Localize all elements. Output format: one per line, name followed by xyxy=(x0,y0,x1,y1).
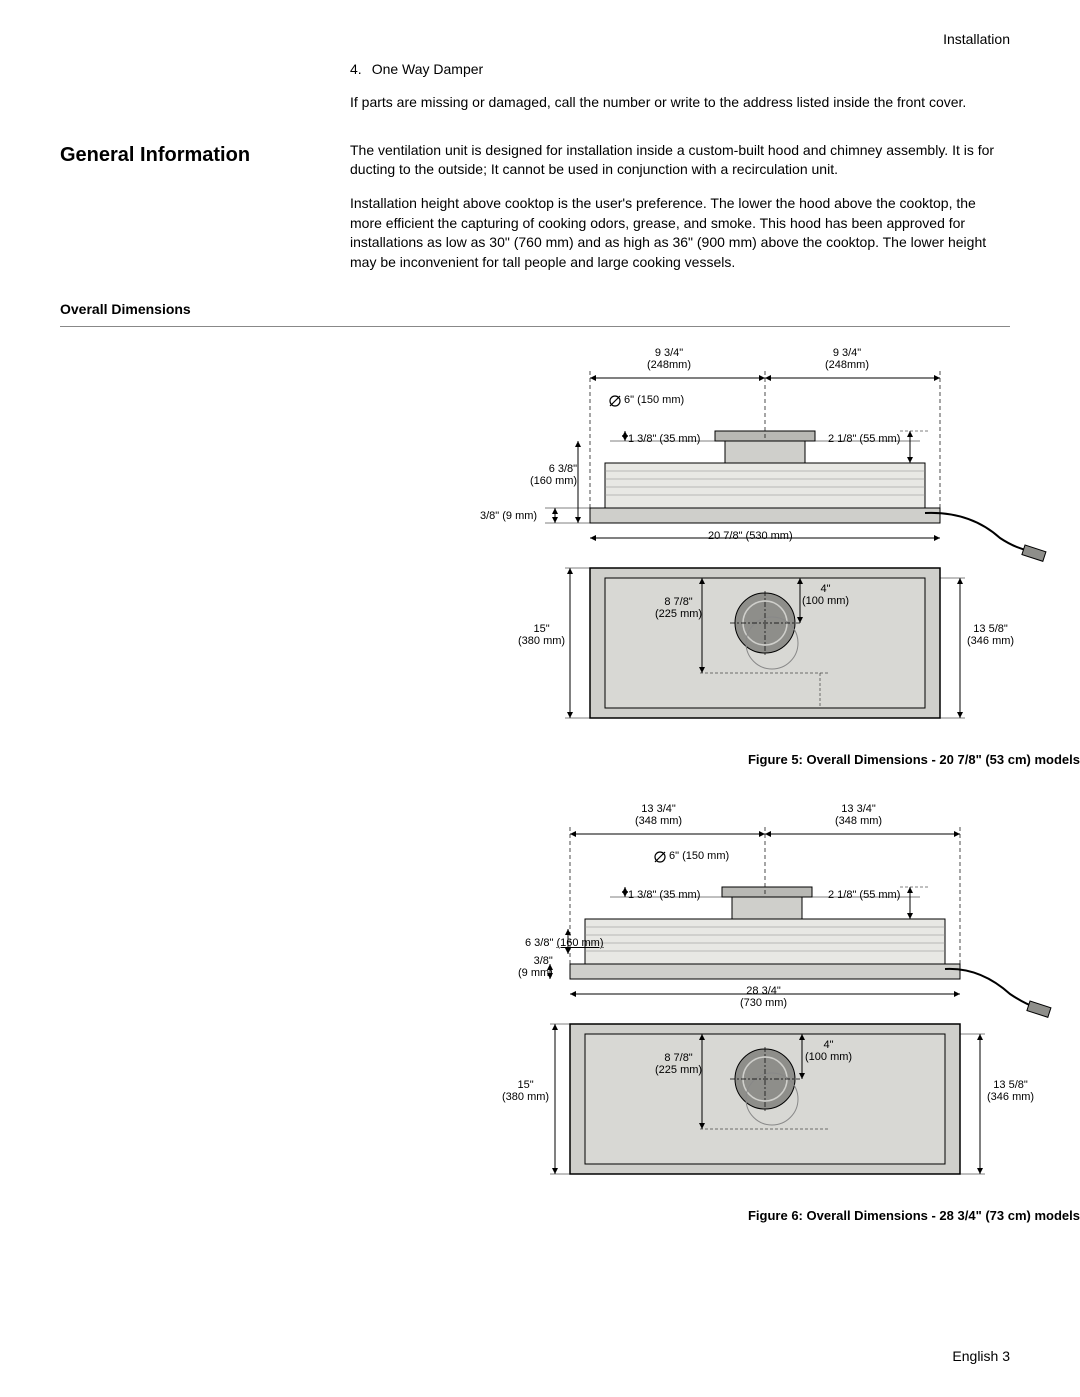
dim: 3/8" (9 mm) xyxy=(480,509,537,524)
dim: 13 3/4"(348 mm) xyxy=(835,803,882,827)
dim-dia: 6" (150 mm) xyxy=(624,393,684,408)
dim: 9 3/4"(248mm) xyxy=(825,347,869,371)
dim: 8 7/8"(225 mm) xyxy=(655,596,702,620)
heading-general-info: General Information xyxy=(60,141,320,169)
dim: 15"(380 mm) xyxy=(502,1079,549,1103)
dim: 6 3/8"(160 mm) xyxy=(530,463,577,487)
heading-overall-dimensions: Overall Dimensions xyxy=(60,300,320,320)
dim: 1 3/8" (35 mm) xyxy=(628,888,700,903)
dim-dia: 6" (150 mm) xyxy=(669,849,729,864)
list-num: 4. xyxy=(350,60,362,80)
figure-6-caption: Figure 6: Overall Dimensions - 28 3/4" (… xyxy=(350,1207,1080,1225)
dim: 13 5/8"(346 mm) xyxy=(987,1079,1034,1103)
dim: 20 7/8" (530 mm) xyxy=(708,529,793,544)
divider xyxy=(60,326,1010,327)
para-missing-parts: If parts are missing or damaged, call th… xyxy=(350,93,1010,113)
dim: 28 3/4"(730 mm) xyxy=(740,985,787,1009)
dim: 3/8"(9 mm) xyxy=(518,955,553,979)
para-general-2: Installation height above cooktop is the… xyxy=(350,194,1010,272)
header-installation: Installation xyxy=(60,30,1010,50)
dim: 8 7/8"(225 mm) xyxy=(655,1052,702,1076)
figure-5-caption: Figure 5: Overall Dimensions - 20 7/8" (… xyxy=(350,751,1080,769)
dim: 13 3/4"(348 mm) xyxy=(635,803,682,827)
list-item-4: 4. One Way Damper xyxy=(350,60,1010,80)
dim: 1 3/8" (35 mm) xyxy=(628,432,700,447)
dim: 4"(100 mm) xyxy=(805,1039,852,1063)
figure-5: 9 3/4"(248mm) 9 3/4"(248mm) 6" (150 mm) … xyxy=(470,343,1080,743)
dim: 2 1/8" (55 mm) xyxy=(828,432,900,447)
dim: 4"(100 mm) xyxy=(802,583,849,607)
dim: 6 3/8" (160 mm) xyxy=(525,936,604,951)
dim: 13 5/8"(346 mm) xyxy=(967,623,1014,647)
dim: 2 1/8" (55 mm) xyxy=(828,888,900,903)
footer-page: English 3 xyxy=(952,1347,1010,1367)
figure-6: 13 3/4"(348 mm) 13 3/4"(348 mm) 6" (150 … xyxy=(470,799,1080,1199)
dim: 15"(380 mm) xyxy=(518,623,565,647)
para-general-1: The ventilation unit is designed for ins… xyxy=(350,141,1010,180)
dim: 9 3/4"(248mm) xyxy=(647,347,691,371)
list-text: One Way Damper xyxy=(372,60,484,80)
